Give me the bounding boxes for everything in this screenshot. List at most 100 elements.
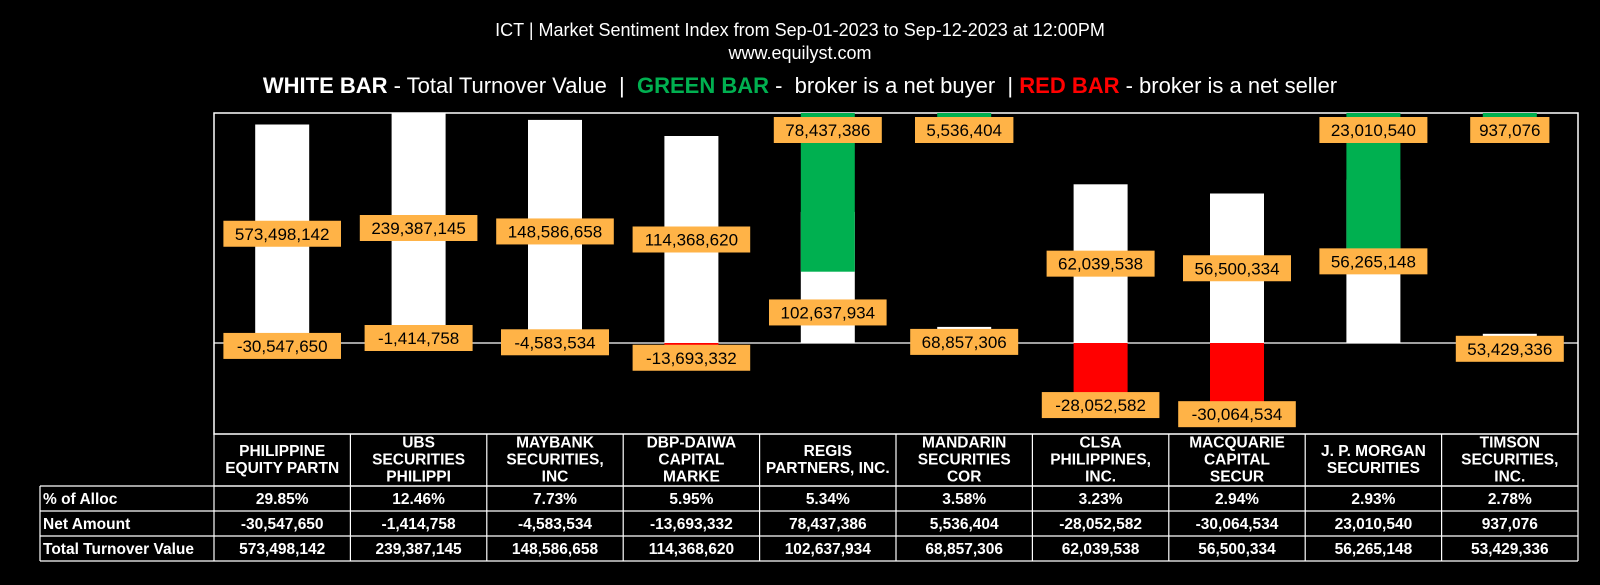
alloc-cell-5: 3.58% bbox=[942, 491, 986, 508]
net-label-0-bg bbox=[223, 332, 341, 359]
turnover-cell-2: 148,586,658 bbox=[512, 541, 599, 558]
turnover-label-9-group: 53,429,336 bbox=[1455, 335, 1564, 362]
turnover-label-9-bg bbox=[1455, 335, 1564, 362]
net-label-3-group: -13,693,332 bbox=[632, 344, 751, 371]
net-label-9-bg bbox=[1470, 117, 1550, 143]
net-amount-cell-0: -30,547,650 bbox=[241, 516, 324, 533]
turnover-label-2-bg bbox=[496, 218, 614, 245]
net-label-7-group: -30,064,534 bbox=[1178, 401, 1296, 428]
turnover-label-0-group: 573,498,142 bbox=[223, 220, 341, 247]
category-label-6-2: INC. bbox=[1085, 469, 1116, 486]
category-label-0-0: PHILIPPINE bbox=[239, 443, 325, 460]
turnover-label-6-group: 62,039,538 bbox=[1046, 250, 1155, 277]
turnover-label-3-group: 114,368,620 bbox=[632, 226, 751, 253]
turnover-cell-8: 56,265,148 bbox=[1335, 541, 1413, 558]
category-label-2-1: SECURITIES, bbox=[506, 452, 603, 469]
legend-white-label: WHITE BAR bbox=[262, 73, 388, 98]
category-label-2-2: INC bbox=[542, 469, 569, 486]
category-label-8-1: SECURITIES bbox=[1327, 460, 1420, 477]
net-label-2-bg bbox=[501, 329, 609, 356]
net-label-3: -13,693,332 bbox=[646, 349, 737, 368]
turnover-cell-1: 239,387,145 bbox=[375, 541, 462, 558]
net-label-5-bg bbox=[915, 117, 1014, 143]
turnover-label-1-group: 239,387,145 bbox=[359, 215, 478, 241]
net-label-2: -4,583,534 bbox=[514, 333, 595, 352]
category-label-4-0: REGIS bbox=[804, 443, 852, 460]
category-label-0-1: EQUITY PARTN bbox=[225, 460, 339, 477]
turnover-label-0: 573,498,142 bbox=[235, 225, 330, 244]
net-label-7: -30,064,534 bbox=[1192, 405, 1283, 424]
alloc-cell-4: 5.34% bbox=[806, 491, 850, 508]
net-amount-cell-8: 23,010,540 bbox=[1335, 516, 1413, 533]
net-label-4-group: 78,437,386 bbox=[773, 117, 882, 143]
legend-red-desc: - broker is a net seller bbox=[1119, 73, 1338, 98]
category-label-5-2: COR bbox=[947, 469, 981, 486]
category-label-3-1: CAPITAL bbox=[658, 452, 724, 469]
turnover-label-6: 62,039,538 bbox=[1058, 255, 1143, 274]
table-row-label-1: Net Amount bbox=[43, 516, 130, 533]
net-label-6: -28,052,582 bbox=[1055, 396, 1146, 415]
turnover-label-5-bg bbox=[910, 328, 1019, 355]
turnover-cell-4: 102,637,934 bbox=[785, 541, 872, 558]
chart-website: www.equilyst.com bbox=[728, 43, 872, 63]
turnover-cell-5: 68,857,306 bbox=[925, 541, 1003, 558]
alloc-cell-7: 2.94% bbox=[1215, 491, 1259, 508]
category-label-7-0: MACQUARIE bbox=[1189, 435, 1285, 452]
net-amount-cell-5: 5,536,404 bbox=[930, 516, 999, 533]
net-amount-cell-2: -4,583,534 bbox=[518, 516, 592, 533]
net-label-7-bg bbox=[1178, 401, 1296, 428]
turnover-label-5-group: 68,857,306 bbox=[910, 328, 1019, 355]
legend-white-desc: - Total Turnover Value | bbox=[387, 73, 637, 98]
category-label-7-2: SECUR bbox=[1210, 469, 1264, 486]
net-label-6-group: -28,052,582 bbox=[1041, 392, 1160, 419]
net-amount-cell-1: -1,414,758 bbox=[382, 516, 456, 533]
turnover-label-9: 53,429,336 bbox=[1467, 340, 1552, 359]
turnover-label-2: 148,586,658 bbox=[508, 222, 603, 241]
alloc-cell-0: 29.85% bbox=[256, 491, 309, 508]
category-label-3-2: MARKE bbox=[663, 469, 720, 486]
net-label-1-bg bbox=[364, 325, 473, 351]
turnover-label-2-group: 148,586,658 bbox=[496, 218, 614, 245]
net-label-8-bg bbox=[1319, 117, 1428, 143]
net-label-5-group: 5,536,404 bbox=[915, 117, 1014, 143]
category-label-5-0: MANDARIN bbox=[922, 435, 1006, 452]
category-label-3-0: DBP-DAIWA bbox=[647, 435, 737, 452]
net-label-1: -1,414,758 bbox=[378, 329, 459, 348]
net-amount-cell-3: -13,693,332 bbox=[650, 516, 733, 533]
net-label-9: 937,076 bbox=[1479, 121, 1540, 140]
net-amount-cell-9: 937,076 bbox=[1482, 516, 1538, 533]
legend-green-label: GREEN BAR bbox=[636, 73, 769, 98]
net-label-4: 78,437,386 bbox=[785, 121, 870, 140]
net-label-8-group: 23,010,540 bbox=[1319, 117, 1428, 143]
net-label-1-group: -1,414,758 bbox=[364, 325, 473, 351]
turnover-cell-3: 114,368,620 bbox=[649, 541, 734, 558]
turnover-label-4-group: 102,637,934 bbox=[769, 299, 887, 326]
turnover-label-4: 102,637,934 bbox=[781, 303, 876, 322]
category-label-1-1: SECURITIES bbox=[372, 452, 465, 469]
turnover-label-4-bg bbox=[769, 299, 887, 326]
chart-title: ICT | Market Sentiment Index from Sep-01… bbox=[495, 20, 1105, 40]
category-label-4-1: PARTNERS, INC. bbox=[766, 460, 890, 477]
turnover-label-3: 114,368,620 bbox=[645, 231, 738, 250]
alloc-cell-6: 3.23% bbox=[1079, 491, 1123, 508]
net-label-8: 23,010,540 bbox=[1331, 121, 1416, 140]
alloc-cell-3: 5.95% bbox=[669, 491, 713, 508]
turnover-cell-9: 53,429,336 bbox=[1471, 541, 1549, 558]
turnover-cell-0: 573,498,142 bbox=[239, 541, 325, 558]
turnover-label-8-group: 56,265,148 bbox=[1319, 248, 1428, 275]
table-row-label-2: Total Turnover Value bbox=[43, 541, 194, 558]
net-label-9-group: 937,076 bbox=[1470, 117, 1550, 143]
table-row-label-0: % of Alloc bbox=[43, 491, 118, 508]
net-label-3-bg bbox=[632, 344, 751, 371]
category-label-8-0: J. P. MORGAN bbox=[1321, 443, 1426, 460]
category-label-2-0: MAYBANK bbox=[516, 435, 595, 452]
category-label-9-2: INC. bbox=[1494, 469, 1525, 486]
net-amount-cell-7: -30,064,534 bbox=[1196, 516, 1279, 533]
alloc-cell-2: 7.73% bbox=[533, 491, 577, 508]
category-label-7-1: CAPITAL bbox=[1204, 452, 1270, 469]
turnover-label-1-bg bbox=[359, 215, 478, 241]
net-label-0: -30,547,650 bbox=[237, 337, 328, 356]
turnover-label-7-bg bbox=[1183, 255, 1291, 282]
legend-green-desc: - broker is a net buyer | bbox=[769, 73, 1020, 98]
